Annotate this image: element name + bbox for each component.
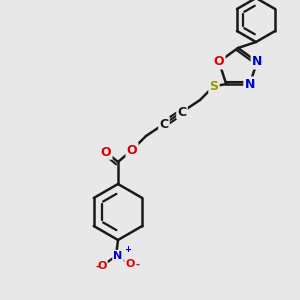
Text: C: C [177,106,187,118]
Text: O: O [127,143,137,157]
Text: -: - [95,262,99,272]
Text: N: N [244,78,255,91]
Text: O: O [125,259,135,269]
Text: S: S [209,80,218,92]
Text: -: - [136,260,140,270]
Text: N: N [252,55,262,68]
Text: O: O [214,55,224,68]
Text: N: N [113,251,123,261]
Text: +: + [124,245,131,254]
Text: C: C [159,118,169,130]
Text: O: O [101,146,111,158]
Text: O: O [97,261,107,271]
